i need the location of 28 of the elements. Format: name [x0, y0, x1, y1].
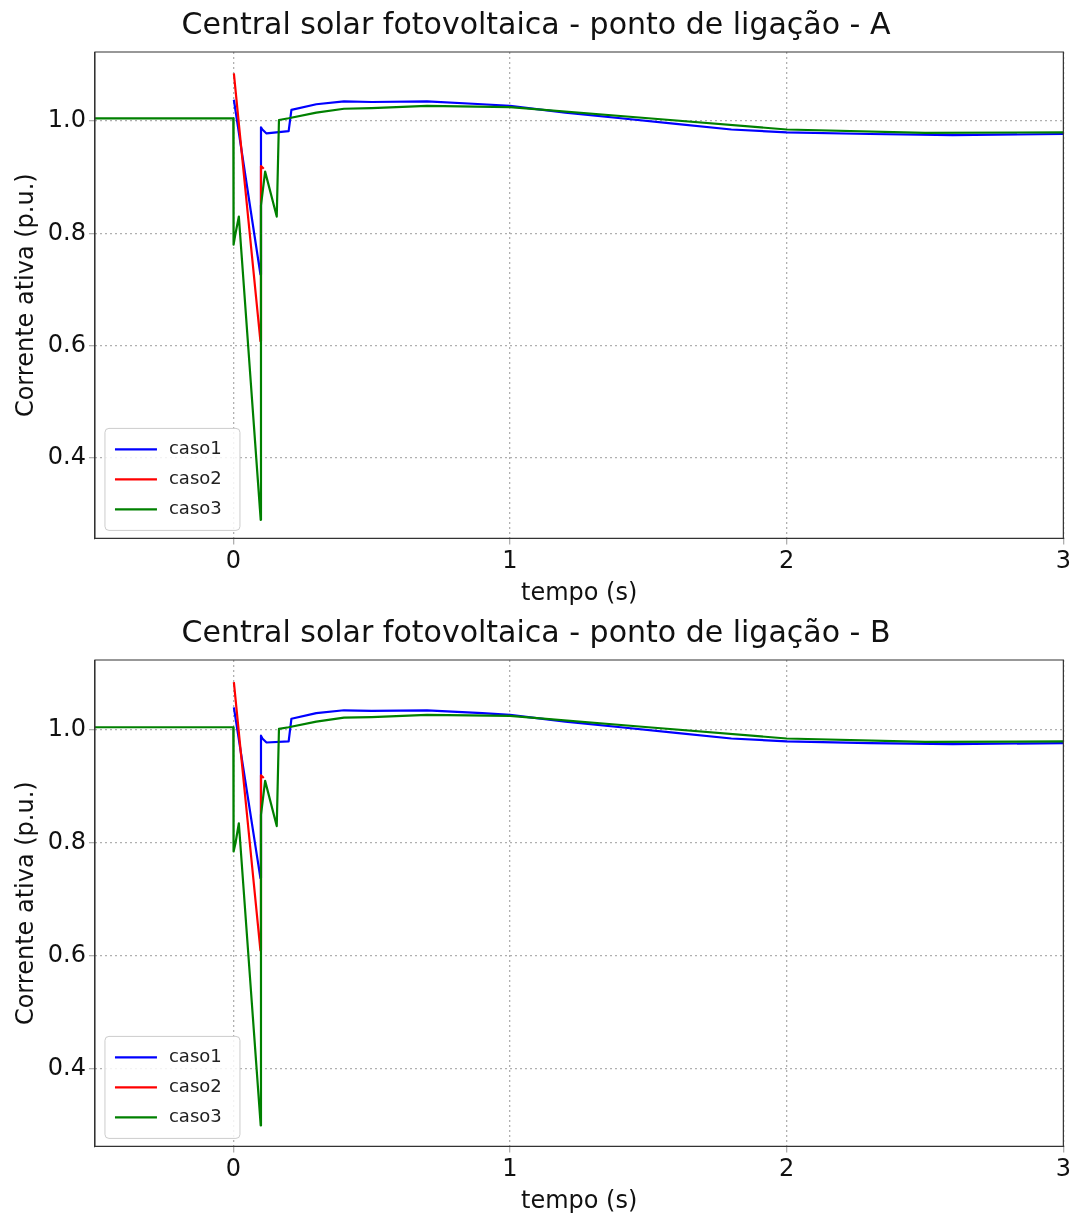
legend-label: caso1 [168, 1045, 222, 1067]
y-tick-label: 0.6 [47, 940, 86, 969]
legend-label: caso3 [168, 1105, 222, 1127]
legend-label: caso2 [168, 1075, 222, 1097]
y-axis-title: Corrente ativa (p.u.) [10, 173, 39, 418]
x-tick-label: 0 [225, 546, 241, 575]
y-tick-label: 0.8 [47, 217, 86, 246]
x-tick-label: 3 [1055, 546, 1072, 575]
y-tick-label: 0.4 [47, 1053, 86, 1082]
legend-label: caso3 [168, 497, 222, 519]
x-tick-label: 1 [502, 546, 518, 575]
x-tick-label: 3 [1055, 1154, 1072, 1183]
y-axis-title: Corrente ativa (p.u.) [10, 781, 39, 1026]
x-tick-label: 2 [779, 1154, 795, 1183]
y-tick-label: 0.8 [47, 827, 86, 856]
y-tick-label: 0.6 [47, 329, 86, 358]
x-tick-label: 2 [779, 546, 795, 575]
x-axis-title: tempo (s) [520, 1185, 638, 1214]
chart-title: Central solar fotovoltaica - ponto de ligação - A [181, 5, 891, 41]
x-tick-label: 0 [225, 1154, 241, 1183]
y-tick-label: 1.0 [47, 105, 86, 134]
x-tick-label: 1 [502, 1154, 518, 1183]
x-axis-title: tempo (s) [520, 577, 638, 606]
y-tick-label: 0.4 [47, 442, 86, 471]
legend-label: caso2 [168, 467, 222, 489]
chart-title: Central solar fotovoltaica - ponto de ligação - B [181, 613, 891, 649]
legend-label: caso1 [168, 437, 222, 459]
y-tick-label: 1.0 [47, 714, 86, 743]
